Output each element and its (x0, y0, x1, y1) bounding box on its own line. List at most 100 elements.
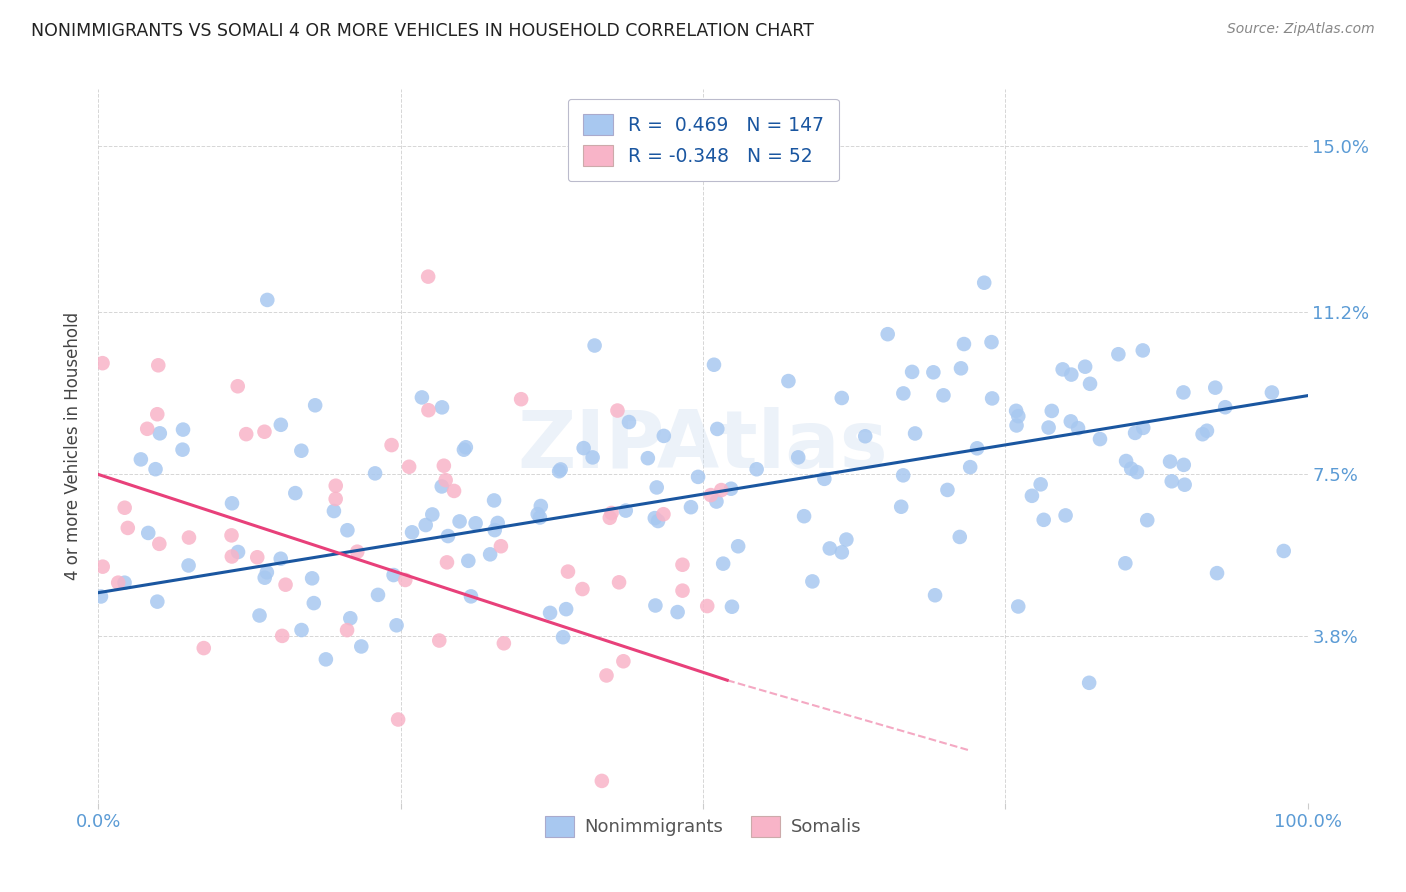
Point (647, 514, 669, 528)
Point (325, 479, 347, 493)
Point (922, 365, 945, 379)
Point (813, 472, 835, 486)
Point (302, 596, 325, 610)
Point (555, 602, 578, 616)
Point (420, 508, 443, 522)
Point (904, 426, 927, 441)
Point (145, 462, 167, 476)
Point (876, 327, 898, 342)
Point (652, 429, 675, 443)
Point (600, 506, 623, 520)
Point (981, 392, 1004, 406)
Point (177, 531, 200, 545)
Point (617, 415, 640, 429)
Point (136, 525, 159, 540)
Point (679, 500, 702, 515)
Point (284, 486, 307, 500)
Point (489, 539, 512, 553)
Point (146, 594, 169, 608)
Point (398, 459, 420, 474)
Point (418, 403, 440, 417)
Y-axis label: 4 or more Vehicles in Household: 4 or more Vehicles in Household (65, 312, 83, 580)
Point (482, 493, 505, 508)
Point (385, 618, 408, 632)
Point (221, 528, 243, 542)
Point (136, 422, 159, 436)
Point (148, 359, 170, 373)
Point (581, 450, 603, 465)
Point (114, 500, 136, 515)
Point (290, 443, 312, 458)
Point (1005, 418, 1028, 433)
Point (484, 523, 506, 537)
Point (637, 451, 659, 466)
Point (401, 525, 423, 540)
Point (336, 623, 359, 637)
Point (652, 507, 675, 521)
Point (1029, 477, 1052, 491)
Point (703, 358, 725, 372)
Point (193, 641, 215, 656)
Point (550, 462, 572, 476)
Point (1005, 404, 1028, 418)
Point (548, 464, 571, 478)
Point (246, 550, 269, 565)
Point (172, 423, 194, 437)
Point (460, 590, 482, 604)
Point (129, 452, 152, 467)
Point (818, 541, 841, 556)
Point (271, 629, 294, 643)
Point (711, 557, 734, 571)
Point (801, 574, 824, 589)
Point (1136, 513, 1159, 527)
Point (381, 438, 404, 452)
Point (787, 450, 810, 465)
Point (980, 335, 1002, 350)
Point (1160, 475, 1182, 489)
Point (686, 470, 709, 484)
Point (256, 566, 278, 580)
Point (117, 521, 139, 535)
Point (1040, 404, 1063, 418)
Point (91, 356, 114, 370)
Point (90, 590, 112, 604)
Point (418, 269, 440, 284)
Point (727, 539, 749, 553)
Point (1114, 556, 1136, 570)
Point (394, 573, 416, 587)
Point (270, 551, 292, 566)
Point (644, 599, 666, 613)
Point (853, 429, 876, 443)
Point (415, 518, 437, 533)
Point (304, 398, 326, 412)
Text: NONIMMIGRANTS VS SOMALI 4 OR MORE VEHICLES IN HOUSEHOLD CORRELATION CHART: NONIMMIGRANTS VS SOMALI 4 OR MORE VEHICL… (31, 22, 814, 40)
Point (1115, 454, 1137, 468)
Point (530, 499, 553, 513)
Point (1213, 401, 1236, 415)
Point (1195, 424, 1218, 438)
Point (411, 391, 433, 405)
Point (891, 386, 914, 401)
Point (1021, 489, 1043, 503)
Point (433, 458, 456, 473)
Point (671, 558, 693, 572)
Point (1078, 376, 1101, 391)
Legend: Nonimmigrants, Somalis: Nonimmigrants, Somalis (537, 808, 869, 844)
Point (350, 640, 373, 654)
Point (443, 483, 465, 498)
Point (1007, 409, 1029, 424)
Point (107, 575, 129, 590)
Point (1007, 599, 1029, 614)
Point (479, 547, 502, 561)
Point (932, 388, 955, 402)
Point (595, 668, 617, 682)
Point (486, 516, 509, 530)
Point (1054, 508, 1077, 523)
Point (387, 713, 409, 727)
Point (146, 407, 169, 421)
Point (270, 417, 292, 432)
Point (1159, 454, 1181, 468)
Point (890, 500, 912, 514)
Point (959, 460, 981, 475)
Point (644, 511, 666, 525)
